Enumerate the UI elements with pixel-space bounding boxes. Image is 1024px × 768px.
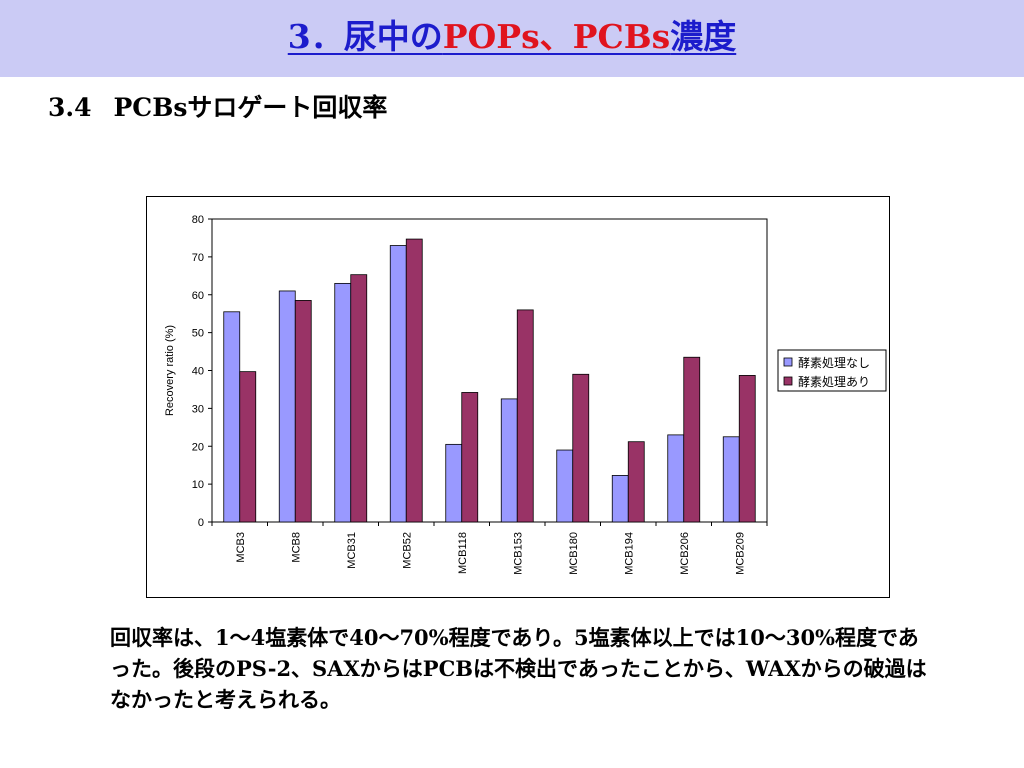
x-tick-label: MCB31 [346,532,358,569]
chart-frame: 0 10 20 30 40 50 60 70 80 Recovery ratio (%) MCB3 M… [146,196,890,598]
bar-MCB194-series-2 [627,441,645,523]
bar-MCB8-series-2 [294,300,312,523]
title-prefix: 3．尿中の [287,17,443,56]
section-number: 3.4 [48,93,92,122]
y-axis-label: Recovery ratio (%) [164,325,176,416]
bar-MCB3-series-2 [239,371,257,523]
x-tick-label: MCB180 [568,532,580,575]
bar-MCB8-series-1 [278,290,296,523]
section-heading: 3.4 PCBsサロゲート回収率 [48,88,387,124]
bar-MCB209-series-1 [722,436,740,523]
y-tick-label: 10 [192,479,204,491]
legend-swatch-1 [783,357,793,367]
y-tick-label: 40 [192,366,204,378]
bar-MCB118-series-1 [445,443,463,523]
bar-MCB194-series-1 [611,475,629,523]
bar-MCB180-series-1 [556,449,574,523]
bar-MCB52-series-2 [405,238,423,523]
title-band [0,0,1024,77]
bar-MCB118-series-2 [461,392,479,523]
y-tick-label: 70 [192,252,204,264]
bar-MCB206-series-1 [667,434,685,523]
bar-MCB3-series-1 [223,311,241,523]
x-tick-label: MCB194 [623,532,635,575]
x-tick-label: MCB8 [290,532,302,563]
bar-MCB180-series-2 [572,373,590,523]
slide-title: 3．尿中のPOPs、PCBs濃度 [0,10,1024,58]
y-tick-label: 30 [192,403,204,415]
y-tick-label: 50 [192,328,204,340]
bar-MCB31-series-1 [334,282,352,523]
bar-MCB153-series-1 [500,398,518,523]
legend-label-1: 酵素処理なし [798,356,870,370]
legend-swatch-2 [783,376,793,386]
bar-MCB206-series-2 [683,356,701,523]
body-text: 回収率は、1～4塩素体で40～70%程度であり。5塩素体以上では10～30%程度… [110,625,927,712]
section-title: PCBsサロゲート回収率 [113,93,388,122]
legend-label-2: 酵素処理あり [798,375,870,389]
legend-box [777,349,887,392]
y-tick-label: 0 [198,517,204,529]
recovery-bar-chart: 0 10 20 30 40 50 60 70 80 Recovery ratio (%) MCB3 M… [164,214,887,575]
x-tick-label: MCB118 [457,532,469,574]
x-tick-label: MCB3 [235,532,247,563]
title-suffix: 濃度 [670,17,737,56]
x-tick-label: MCB206 [679,532,691,575]
x-tick-label: MCB153 [512,532,524,575]
bar-MCB209-series-2 [738,375,756,523]
y-tick-label: 20 [192,441,204,453]
title-highlight: POPs、PCBs [442,17,671,56]
bar-MCB153-series-2 [516,309,534,523]
bar-MCB52-series-1 [389,245,407,523]
bar-MCB31-series-2 [350,274,368,523]
x-tick-label: MCB52 [401,532,413,569]
x-tick-label: MCB209 [734,532,746,575]
y-tick-label: 80 [192,214,204,226]
y-tick-label: 60 [192,290,204,302]
